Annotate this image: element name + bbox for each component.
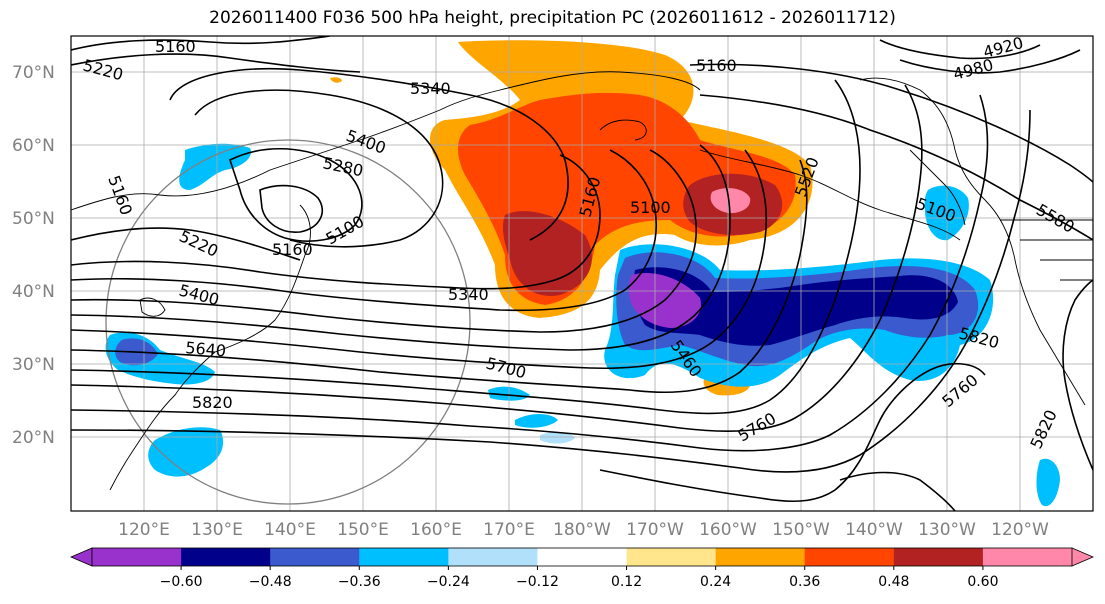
colorbar-tick-label: −0.48 — [249, 574, 292, 590]
lon-label: 140°E — [264, 520, 316, 540]
lat-label: 50°N — [12, 209, 55, 229]
lon-label: 120°E — [118, 520, 170, 540]
contour-label: 5820 — [1026, 407, 1060, 452]
latitude-labels: 20°N 30°N 40°N 50°N 60°N 70°N — [12, 63, 55, 448]
colorbar-swatch — [92, 548, 182, 566]
lon-label: 170°W — [626, 520, 684, 540]
colorbar-swatch — [359, 548, 449, 566]
contour-label: 5160 — [696, 56, 737, 75]
colorbar-swatch — [715, 548, 806, 566]
contour-label: 5160 — [155, 37, 196, 56]
colorbar-swatch — [537, 548, 628, 566]
lat-label: 60°N — [12, 136, 55, 156]
contour-label: 5100 — [323, 212, 368, 249]
map-area: 5160 5220 5340 5160 4920 4980 5100 5400 … — [71, 36, 1093, 511]
colorbar-swatch — [982, 548, 1073, 566]
contour-label: 5580 — [1033, 200, 1078, 237]
lat-label: 20°N — [12, 428, 55, 448]
lon-label: 120°W — [991, 520, 1049, 540]
longitude-labels: 120°E 130°E 140°E 150°E 160°E 170°E 180°… — [118, 520, 1049, 540]
precip-positive-fill — [330, 40, 813, 396]
colorbar-tick-label: −0.60 — [160, 574, 203, 590]
contour-label: 5100 — [630, 198, 671, 217]
height-contours — [71, 36, 1093, 511]
lat-label: 30°N — [12, 355, 55, 375]
contour-label: 5700 — [484, 354, 528, 383]
contour-label: 5160 — [272, 240, 313, 259]
colorbar-swatch — [181, 548, 271, 566]
lon-label: 150°E — [337, 520, 389, 540]
colorbar-swatch — [893, 548, 984, 566]
colorbar-tick-label: −0.24 — [427, 574, 470, 590]
contour-label: 5820 — [192, 393, 233, 412]
lon-label: 160°E — [410, 520, 462, 540]
lon-label: 140°W — [845, 520, 903, 540]
range-circle — [105, 139, 471, 505]
contour-label: 4980 — [951, 55, 995, 84]
colorbar-tick-label: 0.60 — [967, 574, 998, 590]
colorbar-swatch — [448, 548, 538, 566]
contour-label: 5220 — [81, 56, 125, 85]
colorbar-tick-label: −0.36 — [338, 574, 381, 590]
contour-label: 5160 — [104, 173, 136, 218]
colorbar-swatch — [270, 548, 360, 566]
lon-label: 130°W — [918, 520, 976, 540]
colorbar-swatch — [804, 548, 895, 566]
contour-label: 5340 — [448, 285, 489, 304]
contour-label: 5640 — [185, 338, 227, 360]
colorbar — [69, 547, 1095, 567]
contour-label: 5400 — [344, 126, 389, 158]
lon-label: 150°W — [772, 520, 830, 540]
colorbar-tick-label: 0.24 — [700, 574, 731, 590]
map-frame — [70, 35, 1094, 512]
lon-label: 180°W — [553, 520, 611, 540]
contour-label: 5340 — [410, 79, 451, 98]
colorbar-extend-max — [1071, 547, 1095, 567]
lon-label: 160°W — [699, 520, 757, 540]
colorbar-tick-label: 0.48 — [878, 574, 909, 590]
contour-label: 5400 — [177, 281, 221, 310]
colorbar-ticks: −0.60 −0.48 −0.36 −0.24 −0.12 0.12 0.24 0.36 0.4… — [160, 566, 998, 590]
lat-label: 70°N — [12, 63, 55, 83]
colorbar-tick-label: 0.12 — [611, 574, 642, 590]
colorbar-frame — [91, 547, 1073, 567]
colorbar-tick-label: 0.36 — [789, 574, 820, 590]
colorbar-swatch — [626, 548, 717, 566]
colorbar-tick-label: −0.12 — [516, 574, 559, 590]
lon-label: 130°E — [191, 520, 243, 540]
graticule — [71, 36, 1093, 511]
map-title: 2026011400 F036 500 hPa height, precipit… — [209, 8, 896, 28]
contour-label: 5760 — [735, 409, 780, 446]
lat-label: 40°N — [12, 282, 55, 302]
lon-label: 170°E — [483, 520, 535, 540]
colorbar-extend-min — [69, 547, 93, 567]
contour-label: 5280 — [321, 153, 365, 180]
